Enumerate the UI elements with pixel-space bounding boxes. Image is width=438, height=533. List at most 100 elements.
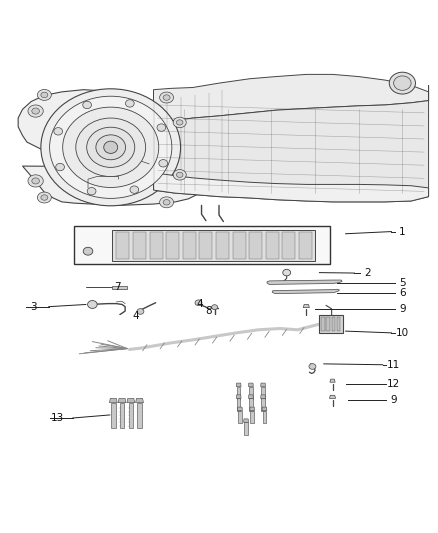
Polygon shape	[330, 379, 335, 382]
Ellipse shape	[177, 120, 183, 125]
Polygon shape	[261, 398, 265, 410]
Text: 13: 13	[51, 413, 64, 423]
Polygon shape	[272, 289, 339, 294]
Polygon shape	[238, 410, 242, 423]
Polygon shape	[248, 395, 253, 398]
Polygon shape	[244, 419, 248, 422]
Polygon shape	[129, 403, 133, 428]
Text: 4: 4	[196, 298, 203, 309]
Ellipse shape	[32, 178, 39, 184]
Polygon shape	[111, 403, 116, 428]
Polygon shape	[236, 395, 241, 398]
Ellipse shape	[83, 101, 92, 109]
Polygon shape	[261, 383, 265, 386]
Ellipse shape	[83, 247, 93, 255]
Ellipse shape	[63, 107, 159, 188]
Ellipse shape	[41, 89, 180, 206]
Ellipse shape	[41, 92, 48, 98]
Text: 4: 4	[133, 311, 139, 321]
Polygon shape	[267, 280, 342, 285]
Bar	[332, 317, 335, 331]
Polygon shape	[236, 383, 241, 386]
Ellipse shape	[125, 100, 134, 107]
Ellipse shape	[87, 127, 135, 167]
Polygon shape	[299, 232, 312, 259]
Polygon shape	[18, 90, 201, 205]
Polygon shape	[120, 403, 124, 428]
Polygon shape	[150, 232, 162, 259]
Ellipse shape	[159, 92, 173, 103]
Bar	[319, 316, 343, 333]
Polygon shape	[153, 171, 428, 202]
Ellipse shape	[37, 90, 51, 100]
Ellipse shape	[32, 108, 39, 114]
Ellipse shape	[130, 186, 139, 193]
Ellipse shape	[104, 141, 118, 154]
Polygon shape	[136, 398, 144, 403]
Ellipse shape	[37, 192, 51, 203]
Bar	[337, 317, 340, 331]
Ellipse shape	[177, 172, 183, 177]
Ellipse shape	[56, 163, 64, 171]
Bar	[321, 317, 325, 331]
Ellipse shape	[309, 364, 316, 369]
Ellipse shape	[87, 188, 96, 195]
Polygon shape	[216, 232, 229, 259]
Ellipse shape	[163, 95, 170, 100]
Polygon shape	[263, 410, 266, 423]
Polygon shape	[233, 232, 246, 259]
Text: 7: 7	[114, 282, 121, 292]
Polygon shape	[153, 85, 428, 202]
Text: 6: 6	[399, 288, 406, 298]
Polygon shape	[266, 232, 279, 259]
Polygon shape	[117, 232, 130, 259]
Polygon shape	[118, 398, 126, 403]
Text: 12: 12	[387, 378, 400, 389]
Ellipse shape	[88, 301, 97, 309]
Polygon shape	[199, 232, 212, 259]
Text: 9: 9	[399, 304, 406, 314]
Polygon shape	[237, 386, 240, 399]
Ellipse shape	[195, 300, 202, 305]
Polygon shape	[329, 395, 336, 398]
Polygon shape	[133, 232, 146, 259]
Polygon shape	[127, 398, 135, 403]
Ellipse shape	[28, 105, 43, 117]
Polygon shape	[183, 232, 196, 259]
Polygon shape	[112, 230, 315, 261]
Ellipse shape	[283, 269, 290, 276]
Text: 5: 5	[399, 278, 406, 288]
Ellipse shape	[157, 124, 166, 131]
Ellipse shape	[212, 305, 218, 310]
Text: 10: 10	[396, 328, 409, 338]
Polygon shape	[261, 386, 265, 399]
Polygon shape	[249, 232, 262, 259]
Ellipse shape	[54, 127, 63, 135]
Text: 8: 8	[205, 306, 212, 316]
Polygon shape	[237, 407, 242, 410]
Polygon shape	[250, 407, 254, 410]
Polygon shape	[112, 286, 127, 289]
Text: 3: 3	[30, 302, 37, 312]
Polygon shape	[261, 395, 265, 398]
Ellipse shape	[76, 118, 146, 176]
Ellipse shape	[173, 117, 186, 128]
Polygon shape	[153, 75, 428, 127]
Text: 9: 9	[390, 394, 397, 405]
Text: 2: 2	[364, 268, 371, 278]
Ellipse shape	[137, 309, 144, 314]
Ellipse shape	[49, 96, 172, 198]
Text: 11: 11	[387, 360, 400, 370]
Polygon shape	[166, 232, 179, 259]
Polygon shape	[249, 386, 253, 399]
Ellipse shape	[159, 159, 168, 167]
Ellipse shape	[159, 197, 173, 208]
Polygon shape	[303, 304, 309, 308]
Ellipse shape	[41, 195, 48, 200]
Ellipse shape	[173, 169, 186, 180]
Polygon shape	[249, 398, 253, 410]
Bar	[326, 317, 330, 331]
Ellipse shape	[163, 199, 170, 205]
Ellipse shape	[389, 72, 416, 94]
Ellipse shape	[394, 76, 411, 90]
